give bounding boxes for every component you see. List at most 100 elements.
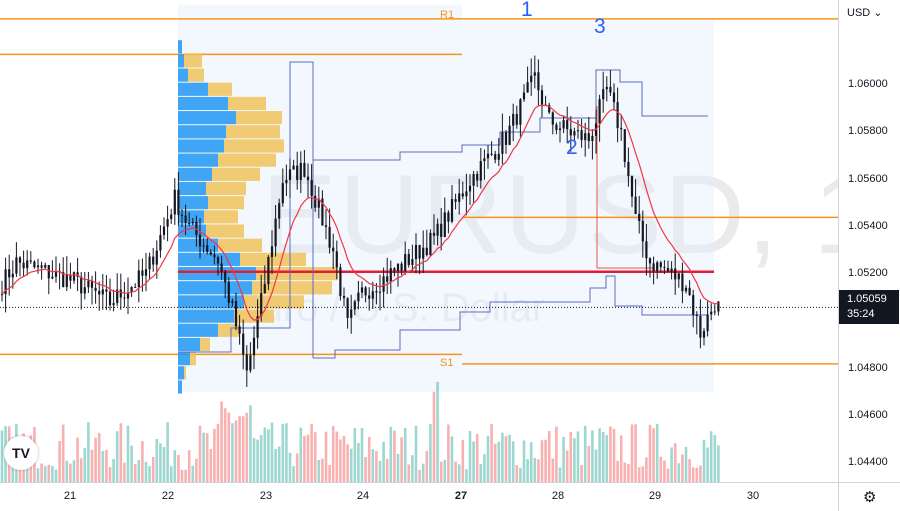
volume-bar: [673, 443, 677, 482]
volume-profile-row: [224, 139, 284, 153]
candle-body: [670, 268, 673, 272]
volume-bar: [137, 459, 141, 482]
volume-profile-row: [178, 352, 190, 366]
volume-bar: [313, 432, 317, 482]
candle-body: [360, 287, 364, 293]
price-axis[interactable]: USD ⌄ 1.06000 1.05800 1.05600 1.05400 1.0520…: [838, 0, 900, 482]
candle-body: [350, 309, 353, 318]
volume-bar: [457, 464, 461, 482]
candle-body: [209, 252, 212, 255]
candle-body: [436, 223, 439, 236]
volume-bar: [292, 466, 295, 482]
candle-body: [494, 154, 497, 160]
candle-body: [677, 273, 680, 280]
candle-body: [278, 203, 281, 219]
candle-body: [364, 287, 367, 296]
volume-bar: [58, 440, 61, 482]
candle-body: [335, 251, 338, 268]
candle-body: [630, 176, 634, 197]
candle-body: [339, 267, 342, 296]
volume-bar: [583, 425, 587, 482]
time-axis[interactable]: 21 22 23 24 27 28 29 30: [0, 482, 838, 511]
candle-body: [69, 274, 72, 281]
candle-body: [702, 331, 706, 338]
volume-bar: [54, 469, 58, 482]
chart-canvas: [0, 4, 838, 482]
candle-body: [562, 120, 565, 129]
candle-body: [522, 92, 526, 100]
candle-body: [332, 247, 335, 252]
candle-body: [638, 213, 641, 221]
candle-body: [281, 183, 284, 204]
volume-profile-row: [178, 323, 218, 337]
volume-bar: [144, 461, 148, 482]
volume-bar: [375, 451, 378, 482]
volume-bar: [691, 467, 695, 482]
chart-pane[interactable]: EURUSD, 1h Euro / U.S. Dollar R1 S1 1 2 …: [0, 0, 838, 482]
volume-bar: [551, 458, 555, 482]
candle-body: [260, 293, 263, 317]
candle-body: [519, 99, 522, 125]
volume-bar: [216, 423, 220, 482]
settings-corner: ⚙: [838, 482, 900, 511]
volume-profile-row: [178, 281, 252, 295]
candle-body: [231, 300, 234, 303]
volume-profile-row: [178, 40, 182, 54]
candle-body: [65, 274, 68, 288]
candle-body: [123, 297, 126, 299]
volume-bar: [234, 420, 238, 482]
candle-body: [11, 273, 14, 278]
candle-body: [663, 267, 666, 269]
candle-body: [51, 276, 54, 279]
candle-body: [688, 287, 691, 296]
candle-body: [558, 128, 562, 131]
candle-body: [512, 113, 515, 126]
volume-bar: [123, 462, 126, 482]
currency-selector[interactable]: USD ⌄: [847, 6, 883, 19]
candle-body: [411, 259, 414, 265]
candle-body: [191, 221, 194, 224]
price-tick-label: 1.04600: [848, 408, 888, 421]
volume-bar: [382, 441, 385, 482]
candle-body: [162, 226, 166, 235]
tradingview-logo-icon[interactable]: TV: [4, 436, 38, 470]
volume-bar: [540, 440, 544, 482]
candle-body: [76, 272, 79, 277]
bar-countdown: 35:24: [847, 308, 875, 320]
volume-bar: [508, 434, 511, 482]
time-tick-label: 28: [551, 490, 565, 502]
candle-body: [634, 196, 637, 214]
volume-bar: [623, 462, 627, 482]
volume-bar: [256, 439, 259, 482]
volume-bar: [349, 448, 353, 482]
volume-bar: [439, 461, 443, 482]
value-area-upper-line: [313, 69, 708, 161]
candle-body: [620, 128, 623, 130]
candle-body: [692, 295, 695, 315]
volume-bar: [220, 401, 223, 482]
volume-bar: [357, 442, 360, 482]
candle-body: [263, 284, 266, 294]
candle-body: [148, 256, 151, 270]
volume-bar: [65, 460, 69, 482]
volume-bar: [555, 426, 558, 482]
volume-bar: [684, 446, 688, 482]
volume-bar: [526, 459, 529, 482]
candle-body: [569, 129, 572, 136]
volume-bar: [648, 424, 652, 482]
candle-body: [310, 180, 313, 196]
candle-body: [15, 257, 18, 274]
volume-bar: [299, 427, 303, 482]
volume-bar: [544, 439, 547, 482]
candle-body: [605, 86, 608, 90]
volume-bar: [115, 431, 119, 482]
volume-bar: [310, 424, 313, 482]
candle-body: [270, 246, 274, 258]
volume-bar: [108, 467, 112, 482]
volume-bar: [493, 443, 497, 482]
candle-body: [422, 247, 425, 259]
candle-body: [479, 161, 482, 181]
candle-body: [432, 232, 436, 236]
time-tick-label: 30: [746, 490, 760, 502]
gear-icon[interactable]: ⚙: [863, 489, 877, 506]
